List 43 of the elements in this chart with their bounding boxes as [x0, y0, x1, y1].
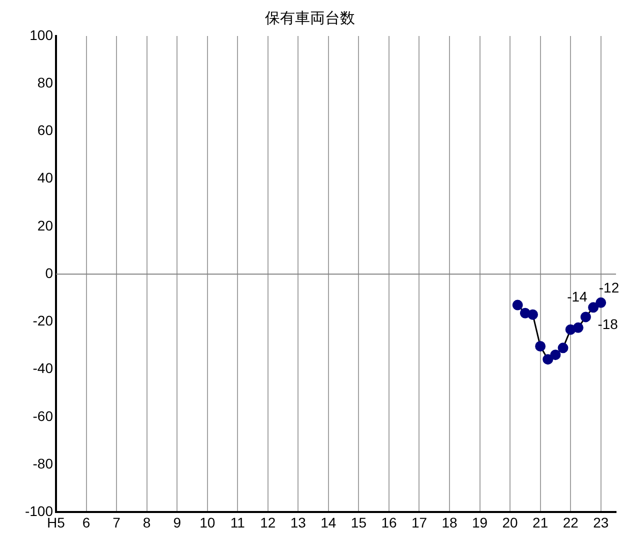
x-tick-label: 17 — [411, 514, 428, 530]
x-tick-label: 10 — [200, 514, 216, 530]
x-tick-label: 18 — [442, 514, 458, 530]
point — [535, 340, 546, 352]
y-tick-label: 0 — [45, 264, 54, 281]
data-label: -12 — [598, 280, 620, 296]
x-tick-label: 8 — [142, 514, 151, 530]
point — [558, 342, 568, 354]
y-tick-label: 80 — [37, 74, 54, 90]
point — [550, 350, 561, 360]
point — [528, 309, 538, 320]
x-tick-label: 21 — [532, 514, 548, 530]
point — [542, 354, 554, 365]
y-tick-label: 60 — [37, 122, 54, 138]
y-tick-label: -100 — [24, 503, 54, 520]
x-tick-label: 13 — [290, 514, 306, 530]
x-tick-label: 16 — [381, 514, 397, 530]
chart-title: 保有車両台数 — [265, 10, 355, 28]
x-tick-label: 20 — [502, 514, 518, 530]
y-tick-label: 40 — [37, 170, 54, 186]
y-tick-label: -60 — [32, 408, 54, 424]
y-tick-label: -40 — [32, 360, 54, 376]
x-tick-label: 19 — [472, 514, 488, 530]
x-tick-label: 22 — [562, 514, 579, 530]
y-tick-label: 100 — [30, 26, 54, 43]
point — [588, 302, 599, 313]
x-tick-label: 9 — [173, 514, 182, 530]
point — [512, 300, 523, 310]
y-tick-label: -80 — [32, 455, 54, 472]
x-tick-label: 12 — [260, 514, 276, 530]
data-label: -18 — [598, 316, 618, 332]
point — [580, 312, 591, 322]
x-tick-label: 14 — [320, 514, 336, 530]
point — [572, 322, 584, 333]
x-tick-label: 11 — [230, 514, 246, 530]
y-tick-label: -20 — [32, 312, 54, 329]
x-tick-label: 15 — [350, 514, 367, 530]
point — [596, 297, 606, 308]
x-tick-label: 6 — [82, 514, 90, 530]
x-tick-label: 7 — [112, 514, 121, 530]
data-label: -14 — [567, 288, 588, 304]
y-tick-label: 20 — [37, 217, 54, 234]
x-tick-label: 23 — [593, 514, 609, 530]
